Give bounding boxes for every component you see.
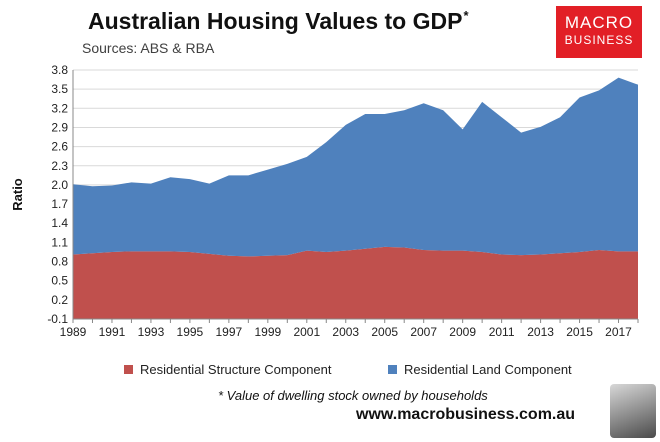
wolf-head-icon — [610, 384, 656, 438]
x-tick-label: 1989 — [60, 325, 87, 339]
y-tick-label: 1.1 — [51, 235, 68, 249]
x-tick-label: 2007 — [410, 325, 437, 339]
x-tick-label: 2017 — [605, 325, 632, 339]
logo-line-macro: MACRO — [564, 13, 634, 32]
x-tick-label: 1991 — [99, 325, 126, 339]
legend-swatch-structure — [124, 365, 133, 374]
footnote: * Value of dwelling stock owned by house… — [218, 388, 488, 403]
chart-title: Australian Housing Values to GDP* — [88, 8, 469, 34]
x-tick-label: 1997 — [216, 325, 243, 339]
y-tick-label: 2.3 — [51, 159, 68, 173]
y-tick-label: -0.1 — [47, 312, 68, 326]
y-tick-label: 1.7 — [51, 197, 68, 211]
x-tick-label: 2013 — [527, 325, 554, 339]
y-tick-label: 0.5 — [51, 274, 68, 288]
x-tick-label: 2005 — [371, 325, 398, 339]
y-tick-label: 3.2 — [51, 101, 68, 115]
legend-item-structure: Residential Structure Component — [124, 362, 332, 377]
website-url: www.macrobusiness.com.au — [356, 406, 576, 423]
area-land — [73, 77, 638, 257]
chart-subtitle: Sources: ABS & RBA — [82, 40, 215, 56]
x-tick-label: 2015 — [566, 325, 593, 339]
x-tick-label: 2011 — [489, 325, 515, 339]
y-tick-label: 3.5 — [51, 82, 68, 96]
y-tick-label: 2.0 — [51, 178, 68, 192]
y-tick-label: 0.2 — [51, 293, 68, 307]
x-tick-label: 2003 — [332, 325, 359, 339]
x-tick-label: 1999 — [254, 325, 281, 339]
y-axis-label: Ratio — [10, 178, 25, 211]
legend-label-land: Residential Land Component — [404, 362, 572, 377]
x-tick-label: 2009 — [449, 325, 476, 339]
y-tick-label: 1.4 — [51, 216, 68, 230]
area-structure — [73, 246, 638, 319]
legend-label-structure: Residential Structure Component — [140, 362, 332, 377]
x-tick-label: 1995 — [177, 325, 204, 339]
legend-swatch-land — [388, 365, 397, 374]
y-tick-label: 3.8 — [51, 63, 68, 77]
x-tick-label: 2001 — [293, 325, 320, 339]
y-tick-label: 2.9 — [51, 120, 68, 134]
logo-line-business: BUSINESS — [564, 33, 634, 47]
legend-item-land: Residential Land Component — [388, 362, 572, 377]
x-tick-label: 1993 — [138, 325, 165, 339]
macrobusiness-logo: MACRO BUSINESS — [556, 6, 642, 58]
y-tick-label: 2.6 — [51, 140, 68, 154]
y-tick-label: 0.8 — [51, 255, 68, 269]
title-asterisk: * — [463, 8, 469, 24]
